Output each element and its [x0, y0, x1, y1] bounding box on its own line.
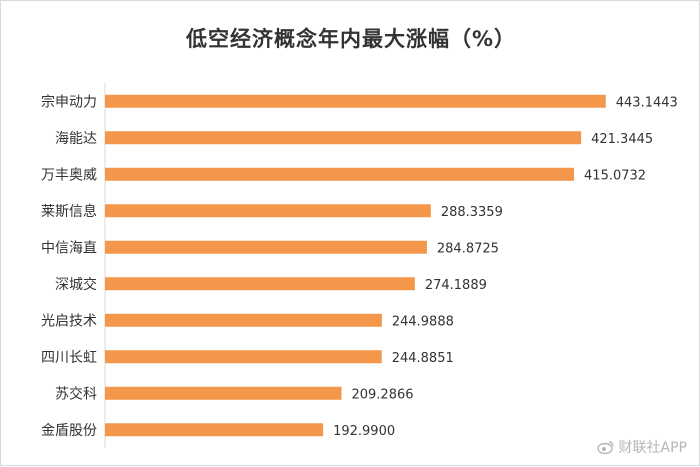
data-label: 421.3445	[591, 132, 653, 147]
bar	[105, 204, 431, 218]
data-label: 288.3359	[441, 205, 503, 220]
category-label: 万丰奥威	[41, 166, 97, 183]
category-label: 金盾股份	[41, 423, 97, 439]
bar	[105, 350, 382, 364]
category-label: 中信海直	[41, 239, 97, 256]
data-label: 443.1443	[616, 95, 678, 110]
data-label: 244.8851	[392, 351, 454, 366]
weibo-icon	[596, 441, 614, 454]
bar	[105, 131, 582, 145]
chart-title: 低空经济概念年内最大涨幅（%）	[185, 27, 517, 51]
watermark: 财联社APP	[596, 437, 687, 457]
data-label: 415.0732	[584, 168, 646, 183]
category-label: 光启技术	[41, 313, 97, 329]
bar	[105, 313, 382, 327]
category-label: 深城交	[55, 276, 97, 293]
bar	[105, 423, 324, 437]
category-label: 四川长虹	[41, 350, 97, 366]
category-label: 宗申动力	[41, 94, 97, 110]
bar	[105, 94, 606, 108]
watermark-text: 财联社APP	[618, 440, 687, 456]
bar	[105, 277, 415, 291]
data-label: 244.9888	[392, 314, 454, 329]
data-label: 209.2866	[351, 387, 413, 402]
data-label: 284.8725	[437, 241, 499, 256]
bar	[105, 240, 427, 254]
data-label: 192.9900	[333, 424, 395, 439]
data-label: 274.1889	[425, 278, 487, 293]
category-label: 海能达	[55, 131, 97, 147]
bar	[105, 167, 575, 181]
bar	[105, 386, 342, 400]
category-label: 苏交科	[55, 385, 97, 402]
category-label: 莱斯信息	[41, 203, 97, 220]
